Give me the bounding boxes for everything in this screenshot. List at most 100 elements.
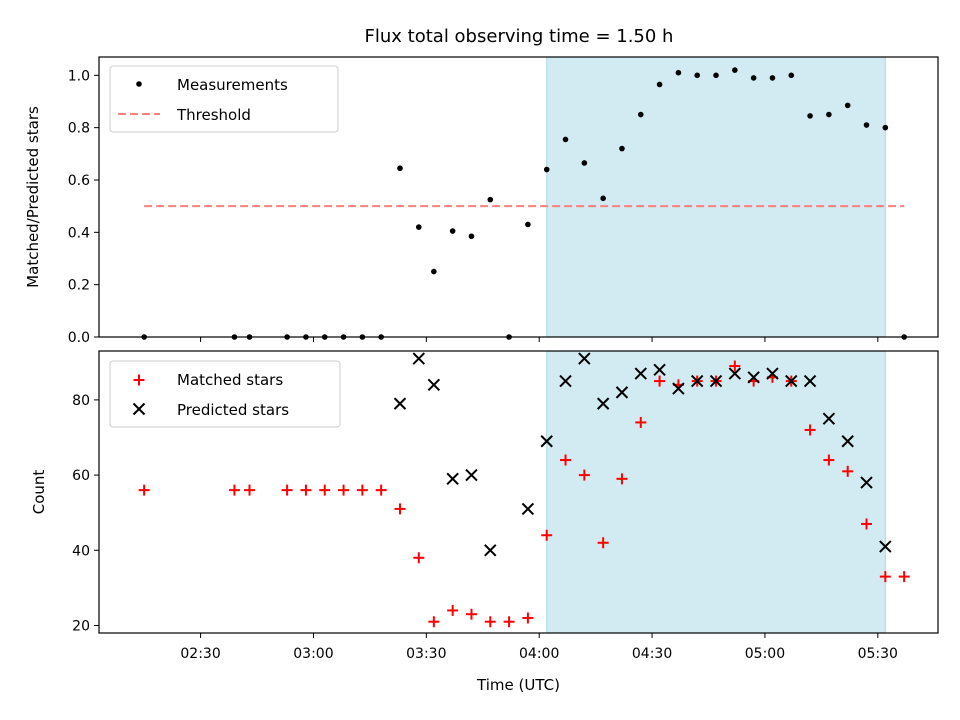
measurement-point [562, 136, 569, 143]
matched-star-point [428, 616, 440, 628]
predicted-star-point [578, 352, 591, 365]
y-tick-label: 0.6 [68, 173, 90, 189]
matched-star-point [560, 454, 572, 466]
predicted-star-point [672, 382, 685, 395]
measurement-point [619, 145, 625, 152]
x-axis-label: Time (UTC) [476, 676, 560, 694]
measurement-point [487, 196, 494, 203]
bottom-y-axis-ticks: 20 40 60 80 [72, 393, 99, 634]
measurement-point [656, 81, 663, 88]
predicted-star-point [691, 374, 704, 388]
predicted-star-point [427, 378, 441, 392]
matched-star-point [635, 416, 647, 428]
x-tick-label: 04:00 [519, 646, 559, 662]
bottom-legend: Matched stars Predicted stars [109, 360, 341, 428]
measurement-point [397, 165, 403, 172]
measurement-point [637, 111, 644, 118]
measurement-point [732, 67, 738, 73]
bottom-plot-frame [98, 350, 939, 634]
legend-matched-marker [133, 374, 145, 386]
predicted-star-point [728, 367, 742, 380]
matched-star-point [898, 571, 910, 583]
top-y-axis-ticks: 0.0 0.2 0.4 0.6 0.8 1.0 [68, 68, 99, 346]
matched-star-point [394, 503, 406, 515]
predicted-star-point [803, 374, 817, 388]
measurement-point [525, 221, 531, 228]
matched-star-point [861, 518, 873, 530]
x-tick-label: 04:30 [632, 646, 672, 662]
matched-star-point [243, 484, 255, 496]
predicted-star-point [446, 472, 459, 486]
measurement-point [826, 111, 832, 118]
predicted-star-point [484, 544, 497, 557]
y-tick-label: 0.2 [68, 278, 90, 294]
measurement-point [543, 166, 550, 173]
matched-star-point [375, 484, 387, 496]
legend-measurements-marker [136, 81, 142, 87]
measurement-point [882, 124, 889, 131]
x-tick-label: 05:30 [858, 646, 898, 662]
bottom-x-axis-ticks: 02:30 03:00 03:30 04:00 04:30 05:00 05:30 [180, 633, 898, 662]
predicted-star-point [540, 435, 553, 448]
top-y-axis-label: Matched/Predicted stars [24, 106, 42, 288]
predicted-star-point [709, 374, 723, 388]
matched-star-point [879, 571, 891, 583]
matched-star-point [228, 484, 240, 496]
matched-star-point [578, 469, 590, 481]
matched-star-point [842, 465, 854, 477]
predicted-star-point [521, 502, 535, 516]
matched-star-point [465, 608, 477, 620]
predicted-star-point [615, 386, 629, 399]
measurement-point [694, 72, 701, 79]
top-plot-frame [98, 56, 939, 338]
legend-plus-glyph [133, 374, 145, 386]
y-tick-label: 0.4 [68, 225, 90, 241]
measurement-point [415, 224, 422, 230]
matched-star-point [616, 473, 628, 485]
bottom-observing-span [546, 350, 886, 634]
matched-star-point [413, 552, 425, 564]
measurement-point [581, 160, 588, 166]
matched-star-point [281, 484, 293, 496]
y-tick-label: 80 [72, 393, 90, 409]
predicted-star-point [747, 371, 760, 384]
matched-star-point [447, 604, 459, 616]
measurement-point [788, 72, 795, 79]
matched-star-point [597, 537, 609, 549]
legend-matched-label: Matched stars [177, 371, 283, 389]
matched-star-point [338, 484, 350, 496]
matched-star-point [300, 484, 312, 496]
matched-star-point [484, 616, 496, 628]
predicted-star-points [393, 352, 892, 557]
y-tick-label: 60 [72, 468, 90, 484]
legend-cross-glyph [132, 402, 146, 416]
bottom-y-axis-label: Count [30, 470, 48, 515]
measurement-point [675, 69, 682, 76]
matched-star-point [654, 375, 666, 387]
predicted-star-point [860, 476, 873, 489]
y-tick-label: 0.0 [68, 330, 90, 346]
legend-predicted-label: Predicted stars [177, 401, 289, 419]
matched-star-point [804, 424, 816, 436]
predicted-star-point [822, 412, 836, 425]
top-x-axis-ticks [200, 337, 879, 342]
y-tick-label: 0.8 [68, 121, 90, 137]
y-tick-label: 1.0 [68, 68, 90, 84]
predicted-star-point [785, 374, 798, 388]
legend-predicted-marker [132, 402, 146, 416]
legend-threshold-label: Threshold [176, 106, 251, 124]
matched-star-point [522, 612, 534, 624]
predicted-star-point [841, 435, 854, 448]
measurement-point [431, 268, 437, 275]
top-legend: Measurements Threshold [109, 65, 339, 133]
x-tick-label: 02:30 [180, 646, 220, 662]
matched-star-point [823, 454, 835, 466]
measurement-point [600, 195, 606, 202]
predicted-star-point [559, 374, 572, 388]
y-tick-label: 40 [72, 543, 90, 559]
measurement-point [863, 122, 870, 128]
predicted-star-point [653, 363, 666, 377]
x-tick-label: 03:00 [293, 646, 333, 662]
